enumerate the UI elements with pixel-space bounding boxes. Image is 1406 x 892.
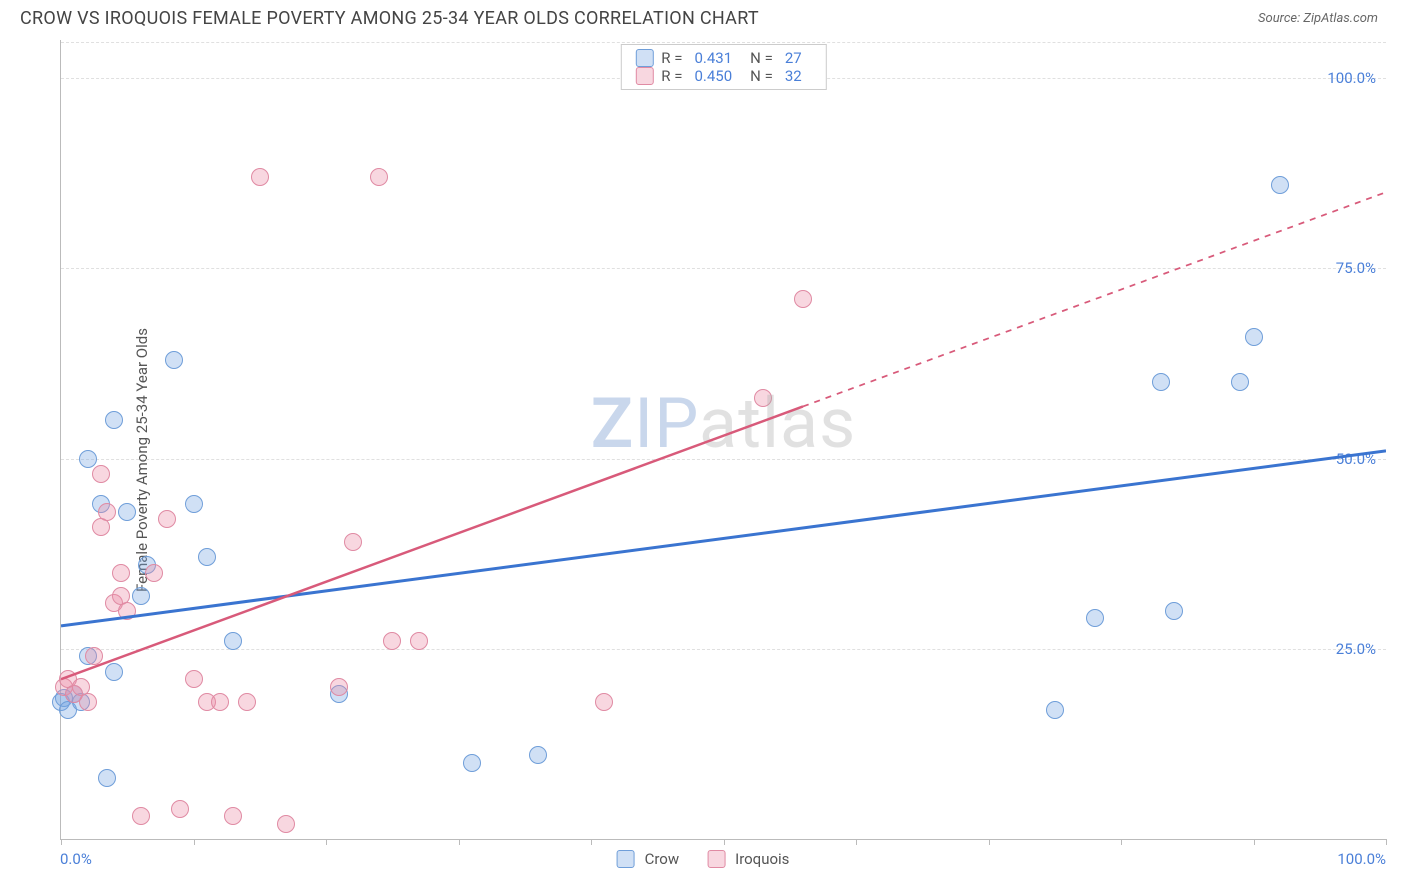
- data-point: [1231, 373, 1249, 391]
- x-tick: [724, 839, 725, 845]
- x-tick: [1254, 839, 1255, 845]
- legend-swatch-crow: [635, 49, 653, 67]
- source-label: Source: ZipAtlas.com: [1258, 11, 1378, 26]
- x-tick: [194, 839, 195, 845]
- data-point: [238, 693, 256, 711]
- data-point: [165, 351, 183, 369]
- legend-label-crow: Crow: [645, 850, 680, 868]
- plot-area: ZIPatlas R =0.431 N =27 R =0.450 N =32 2…: [60, 40, 1386, 840]
- y-tick-label: 50.0%: [1336, 450, 1376, 468]
- legend-swatch-crow-bottom: [617, 850, 635, 868]
- legend-row-crow: R =0.431 N =27: [635, 49, 811, 67]
- x-tick: [459, 839, 460, 845]
- legend-swatch-iroquois: [635, 67, 653, 85]
- data-point: [595, 693, 613, 711]
- data-point: [277, 815, 295, 833]
- data-point: [1165, 602, 1183, 620]
- x-axis-min-label: 0.0%: [60, 850, 92, 868]
- data-point: [198, 548, 216, 566]
- legend-row-iroquois: R =0.450 N =32: [635, 67, 811, 85]
- y-tick-label: 100.0%: [1327, 69, 1376, 87]
- data-point: [1086, 609, 1104, 627]
- data-point: [794, 290, 812, 308]
- data-point: [98, 769, 116, 787]
- data-point: [158, 510, 176, 528]
- data-point: [344, 533, 362, 551]
- data-point: [410, 632, 428, 650]
- x-tick: [1386, 839, 1387, 845]
- data-point: [370, 168, 388, 186]
- y-tick-label: 75.0%: [1336, 259, 1376, 277]
- data-point: [211, 693, 229, 711]
- data-point: [224, 807, 242, 825]
- data-point: [1152, 373, 1170, 391]
- data-point: [529, 746, 547, 764]
- x-tick: [61, 839, 62, 845]
- legend-stats: R =0.431 N =27 R =0.450 N =32: [620, 44, 826, 90]
- data-point: [1046, 701, 1064, 719]
- data-point: [132, 807, 150, 825]
- x-tick: [989, 839, 990, 845]
- gridline: [61, 268, 1386, 269]
- data-point: [98, 503, 116, 521]
- x-tick: [326, 839, 327, 845]
- data-point: [118, 503, 136, 521]
- y-tick-label: 25.0%: [1336, 640, 1376, 658]
- data-point: [383, 632, 401, 650]
- data-point: [251, 168, 269, 186]
- gridline: [61, 42, 1386, 43]
- data-point: [85, 647, 103, 665]
- x-tick: [856, 839, 857, 845]
- x-tick: [591, 839, 592, 845]
- data-point: [118, 602, 136, 620]
- legend-label-iroquois: Iroquois: [735, 850, 789, 868]
- data-point: [754, 389, 772, 407]
- data-point: [463, 754, 481, 772]
- data-point: [79, 693, 97, 711]
- data-point: [1245, 328, 1263, 346]
- watermark: ZIPatlas: [591, 383, 856, 465]
- x-axis-max-label: 100.0%: [1337, 850, 1386, 868]
- trend-lines: [61, 40, 1386, 839]
- data-point: [112, 564, 130, 582]
- legend-swatch-iroquois-bottom: [707, 850, 725, 868]
- data-point: [171, 800, 189, 818]
- data-point: [79, 450, 97, 468]
- chart-title: CROW VS IROQUOIS FEMALE POVERTY AMONG 25…: [20, 8, 759, 29]
- data-point: [92, 465, 110, 483]
- gridline: [61, 459, 1386, 460]
- data-point: [1271, 176, 1289, 194]
- gridline: [61, 649, 1386, 650]
- data-point: [185, 495, 203, 513]
- x-tick: [1121, 839, 1122, 845]
- data-point: [105, 663, 123, 681]
- legend-series: Crow Iroquois: [617, 850, 790, 868]
- chart-container: Female Poverty Among 25-34 Year Olds ZIP…: [20, 40, 1386, 880]
- data-point: [330, 678, 348, 696]
- data-point: [224, 632, 242, 650]
- data-point: [145, 564, 163, 582]
- data-point: [105, 411, 123, 429]
- data-point: [132, 587, 150, 605]
- data-point: [185, 670, 203, 688]
